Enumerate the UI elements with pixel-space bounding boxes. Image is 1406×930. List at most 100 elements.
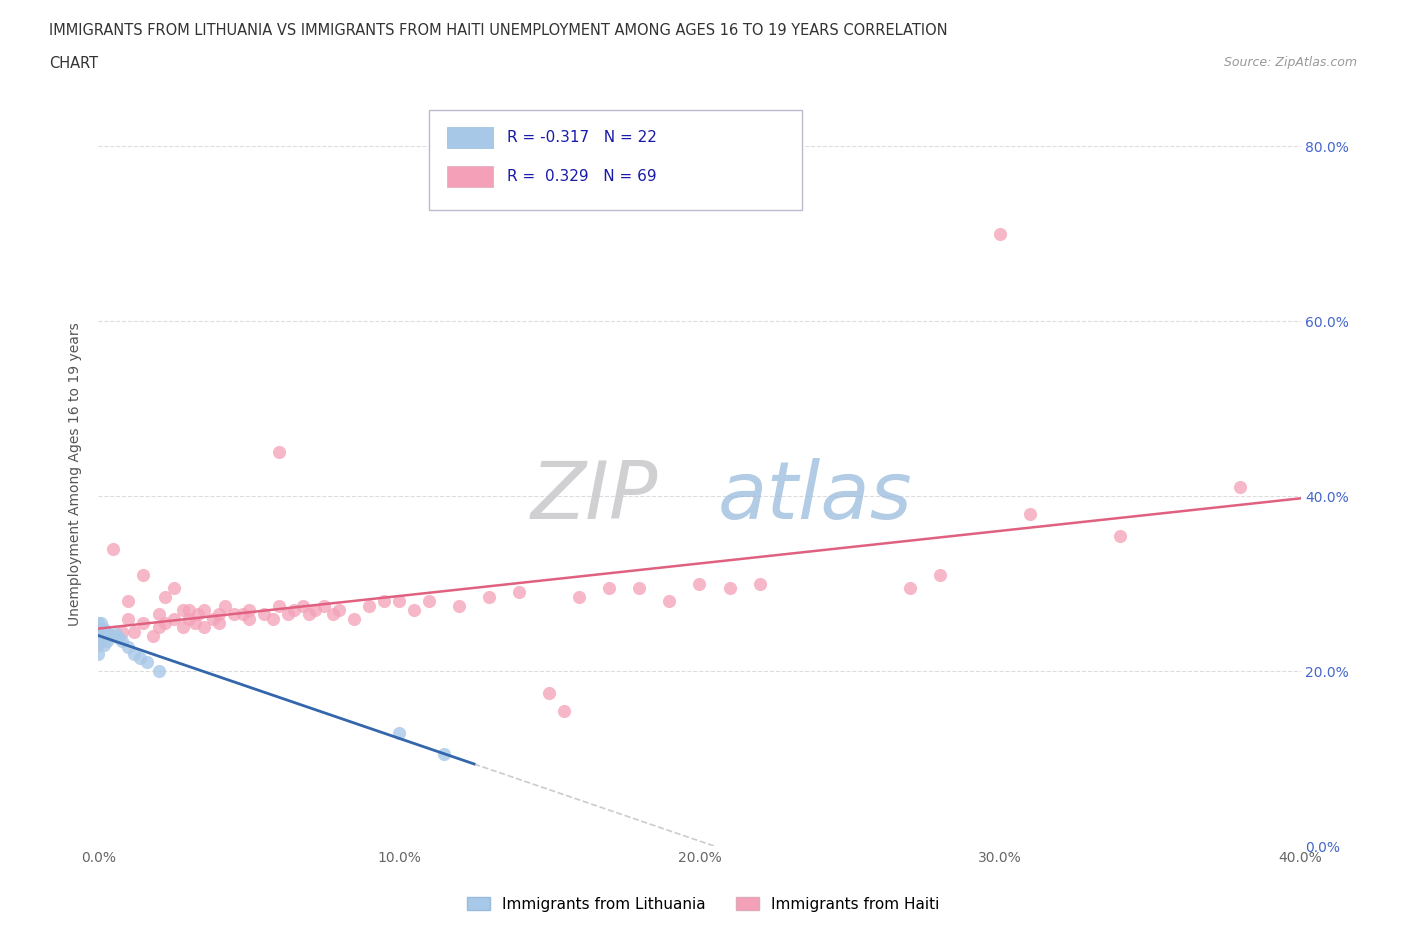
Point — [238, 603, 260, 618]
Point — [90, 616, 112, 631]
Point — [141, 629, 163, 644]
Text: IMMIGRANTS FROM LITHUANIA VS IMMIGRANTS FROM HAITI UNEMPLOYMENT AMONG AGES 16 TO: IMMIGRANTS FROM LITHUANIA VS IMMIGRANTS … — [49, 23, 948, 38]
Point — [357, 598, 380, 613]
Point — [117, 611, 139, 626]
Point — [388, 725, 411, 740]
Point — [153, 590, 176, 604]
Point — [172, 603, 194, 618]
Point — [87, 629, 110, 644]
Point — [111, 624, 134, 639]
Point — [291, 598, 314, 613]
Point — [162, 611, 184, 626]
Point — [402, 603, 425, 618]
Point — [1229, 480, 1251, 495]
Text: atlas: atlas — [717, 458, 912, 536]
Point — [538, 685, 561, 700]
Point — [96, 633, 118, 648]
Point — [1109, 528, 1132, 543]
Legend: Immigrants from Lithuania, Immigrants from Haiti: Immigrants from Lithuania, Immigrants fr… — [461, 890, 945, 918]
Point — [508, 585, 530, 600]
Point — [478, 590, 501, 604]
Point — [153, 616, 176, 631]
Point — [132, 567, 155, 582]
Point — [148, 607, 170, 622]
Point — [304, 603, 326, 618]
Point — [135, 655, 157, 670]
Point — [388, 593, 411, 608]
Point — [929, 567, 952, 582]
Point — [87, 633, 110, 648]
Point — [718, 580, 741, 595]
Point — [232, 607, 254, 622]
Point — [87, 624, 110, 639]
Point — [103, 629, 125, 644]
Point — [201, 611, 224, 626]
Point — [238, 611, 260, 626]
Point — [283, 603, 305, 618]
Point — [148, 620, 170, 635]
Point — [214, 598, 236, 613]
Point — [87, 616, 110, 631]
Point — [103, 541, 125, 556]
Point — [148, 664, 170, 679]
Point — [177, 603, 200, 618]
Point — [628, 580, 651, 595]
Point — [100, 629, 122, 644]
Point — [553, 703, 575, 718]
Point — [172, 620, 194, 635]
Point — [433, 747, 456, 762]
Point — [568, 590, 591, 604]
Point — [187, 607, 209, 622]
Point — [262, 611, 284, 626]
Point — [208, 607, 231, 622]
Point — [277, 607, 299, 622]
Point — [328, 603, 350, 618]
Point — [373, 593, 395, 608]
Point — [193, 620, 215, 635]
Point — [93, 638, 115, 653]
Point — [132, 616, 155, 631]
Point — [108, 631, 131, 645]
Text: CHART: CHART — [49, 56, 98, 71]
Point — [105, 627, 128, 642]
Point — [658, 593, 681, 608]
Point — [298, 607, 321, 622]
Point — [1019, 506, 1042, 521]
Point — [177, 611, 200, 626]
Text: ZIP: ZIP — [531, 458, 658, 536]
Point — [253, 607, 276, 622]
Text: R = -0.317   N = 22: R = -0.317 N = 22 — [508, 130, 657, 145]
Point — [111, 633, 134, 648]
Point — [418, 593, 440, 608]
Point — [129, 651, 152, 666]
Point — [208, 616, 231, 631]
Point — [598, 580, 620, 595]
Point — [93, 622, 115, 637]
Point — [898, 580, 921, 595]
Point — [343, 611, 366, 626]
Point — [222, 607, 245, 622]
Point — [267, 598, 290, 613]
Text: R =  0.329   N = 69: R = 0.329 N = 69 — [508, 169, 657, 184]
FancyBboxPatch shape — [429, 110, 801, 210]
Point — [87, 638, 110, 653]
Point — [689, 577, 711, 591]
Point — [87, 646, 110, 661]
Point — [162, 580, 184, 595]
Point — [96, 624, 118, 639]
Point — [117, 639, 139, 654]
Point — [312, 598, 335, 613]
Point — [193, 603, 215, 618]
Point — [447, 598, 470, 613]
Point — [267, 445, 290, 459]
Point — [87, 620, 110, 635]
Point — [90, 629, 112, 644]
Point — [124, 624, 146, 639]
Point — [183, 616, 205, 631]
Point — [117, 593, 139, 608]
Point — [322, 607, 344, 622]
FancyBboxPatch shape — [447, 126, 492, 148]
Text: Source: ZipAtlas.com: Source: ZipAtlas.com — [1223, 56, 1357, 69]
Y-axis label: Unemployment Among Ages 16 to 19 years: Unemployment Among Ages 16 to 19 years — [69, 323, 83, 626]
Point — [748, 577, 770, 591]
